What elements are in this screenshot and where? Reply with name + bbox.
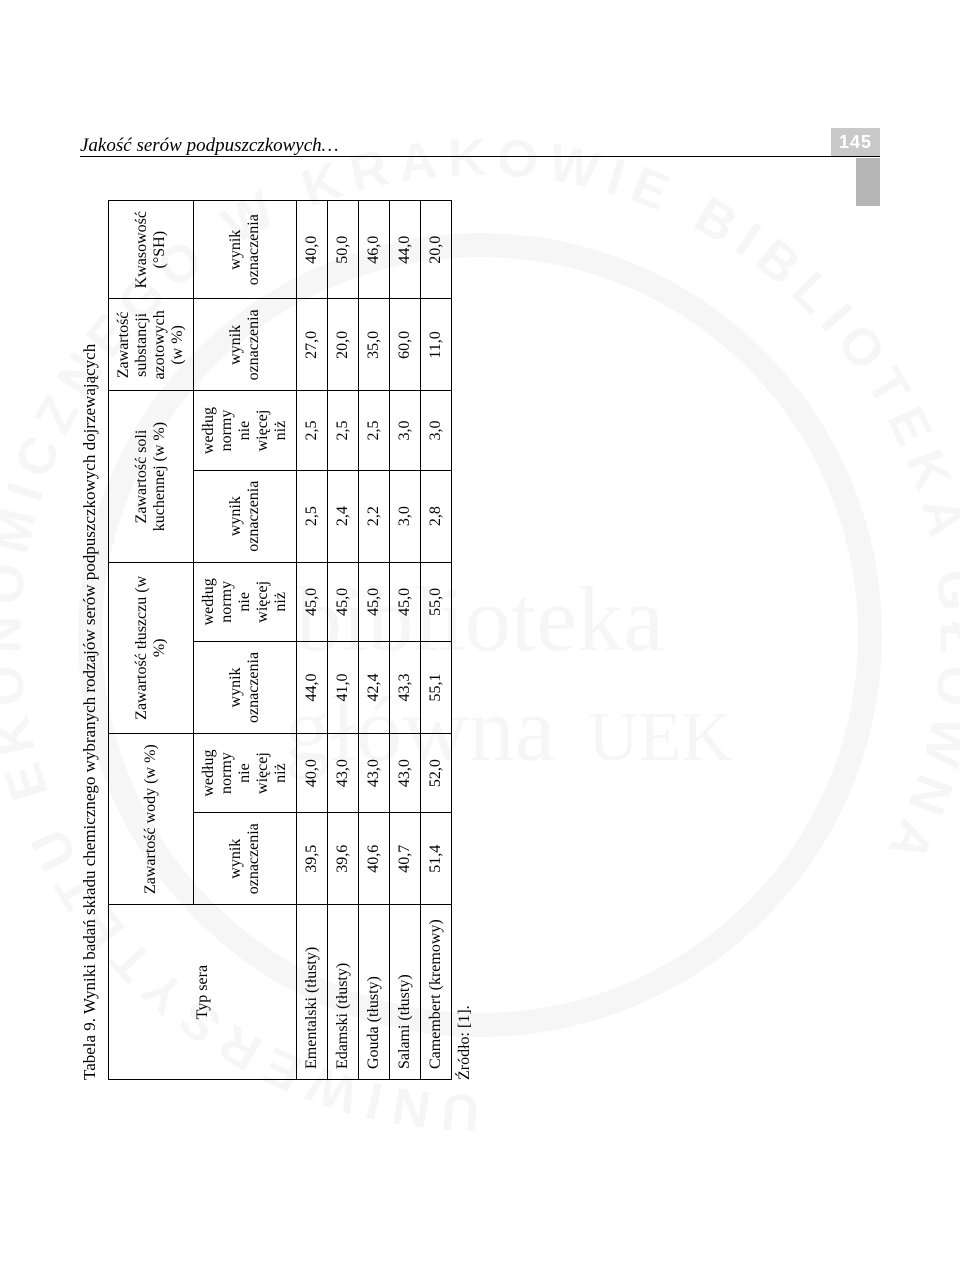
cell-acidity: 46,0 — [359, 201, 390, 299]
cell-fat-result: 44,0 — [297, 641, 328, 733]
col-fat: Zawartość tłuszczu (w %) — [109, 562, 194, 733]
col-salt-norm: według normy nie więcej niż — [194, 391, 297, 470]
table-row: Salami (tłusty)40,743,043,345,03,03,060,… — [390, 201, 421, 1080]
cell-fat-norm: 45,0 — [328, 562, 359, 641]
data-table: Typ sera Zawartość wody (w %) Zawartość … — [108, 200, 452, 1080]
cell-nitrogen: 20,0 — [328, 299, 359, 391]
col-fat-norm: według normy nie więcej niż — [194, 562, 297, 641]
col-acidity: Kwasowość (°SH) — [109, 201, 194, 299]
cell-fat-norm: 45,0 — [359, 562, 390, 641]
cell-water-result: 51,4 — [421, 813, 452, 905]
col-type: Typ sera — [109, 905, 297, 1080]
cell-water-result: 39,6 — [328, 813, 359, 905]
cell-nitrogen: 35,0 — [359, 299, 390, 391]
cell-water-norm: 43,0 — [359, 733, 390, 812]
col-acidity-result: wynik oznaczenia — [194, 201, 297, 299]
table-body: Ementalski (tłusty)39,540,044,045,02,52,… — [297, 201, 452, 1080]
cell-salt-result: 2,2 — [359, 470, 390, 562]
cell-salt-norm: 3,0 — [421, 391, 452, 470]
col-water-result: wynik oznaczenia — [194, 813, 297, 905]
running-title: Jakość serów podpuszczkowych… — [80, 135, 339, 157]
col-nitrogen: Zawartość substancji azotowych (w %) — [109, 299, 194, 391]
cell-water-norm: 52,0 — [421, 733, 452, 812]
cell-fat-result: 55,1 — [421, 641, 452, 733]
cell-acidity: 20,0 — [421, 201, 452, 299]
table-row: Camembert (kremowy)51,452,055,155,02,83,… — [421, 201, 452, 1080]
table-caption: Tabela 9. Wyniki badań składu chemiczneg… — [80, 200, 100, 1080]
cell-type: Ementalski (tłusty) — [297, 905, 328, 1080]
watermark-center-bottom-suffix: UEK — [588, 699, 732, 776]
cell-type: Camembert (kremowy) — [421, 905, 452, 1080]
cell-nitrogen: 27,0 — [297, 299, 328, 391]
cell-salt-norm: 2,5 — [328, 391, 359, 470]
cell-water-result: 40,7 — [390, 813, 421, 905]
cell-water-norm: 43,0 — [390, 733, 421, 812]
cell-water-norm: 40,0 — [297, 733, 328, 812]
side-tab — [856, 158, 880, 206]
cell-water-result: 39,5 — [297, 813, 328, 905]
cell-type: Gouda (tłusty) — [359, 905, 390, 1080]
cell-nitrogen: 60,0 — [390, 299, 421, 391]
cell-fat-norm: 45,0 — [390, 562, 421, 641]
header-rule — [80, 156, 880, 157]
cell-fat-result: 43,3 — [390, 641, 421, 733]
cell-salt-result: 3,0 — [390, 470, 421, 562]
cell-acidity: 44,0 — [390, 201, 421, 299]
table-header-row-1: Typ sera Zawartość wody (w %) Zawartość … — [109, 201, 194, 1080]
page-number: 145 — [831, 128, 880, 157]
col-nitrogen-result: wynik oznaczenia — [194, 299, 297, 391]
cell-salt-norm: 2,5 — [297, 391, 328, 470]
cell-salt-norm: 2,5 — [359, 391, 390, 470]
table-block: Tabela 9. Wyniki badań składu chemiczneg… — [80, 200, 474, 1080]
cell-fat-norm: 45,0 — [297, 562, 328, 641]
table-row: Ementalski (tłusty)39,540,044,045,02,52,… — [297, 201, 328, 1080]
cell-type: Edamski (tłusty) — [328, 905, 359, 1080]
cell-fat-result: 41,0 — [328, 641, 359, 733]
col-water-norm: według normy nie więcej niż — [194, 733, 297, 812]
cell-acidity: 40,0 — [297, 201, 328, 299]
cell-salt-result: 2,5 — [297, 470, 328, 562]
cell-type: Salami (tłusty) — [390, 905, 421, 1080]
cell-acidity: 50,0 — [328, 201, 359, 299]
col-salt: Zawartość soli kuchennej (w %) — [109, 391, 194, 562]
col-fat-result: wynik oznaczenia — [194, 641, 297, 733]
cell-salt-result: 2,8 — [421, 470, 452, 562]
table-row: Edamski (tłusty)39,643,041,045,02,42,520… — [328, 201, 359, 1080]
cell-water-result: 40,6 — [359, 813, 390, 905]
page-header: Jakość serów podpuszczkowych… 145 — [80, 128, 880, 157]
table-row: Gouda (tłusty)40,643,042,445,02,22,535,0… — [359, 201, 390, 1080]
cell-fat-result: 42,4 — [359, 641, 390, 733]
cell-water-norm: 43,0 — [328, 733, 359, 812]
cell-fat-norm: 55,0 — [421, 562, 452, 641]
table-source: Źródło: [1]. — [456, 200, 474, 1080]
cell-salt-result: 2,4 — [328, 470, 359, 562]
col-salt-result: wynik oznaczenia — [194, 470, 297, 562]
cell-salt-norm: 3,0 — [390, 391, 421, 470]
cell-nitrogen: 11,0 — [421, 299, 452, 391]
col-water: Zawartość wody (w %) — [109, 733, 194, 904]
